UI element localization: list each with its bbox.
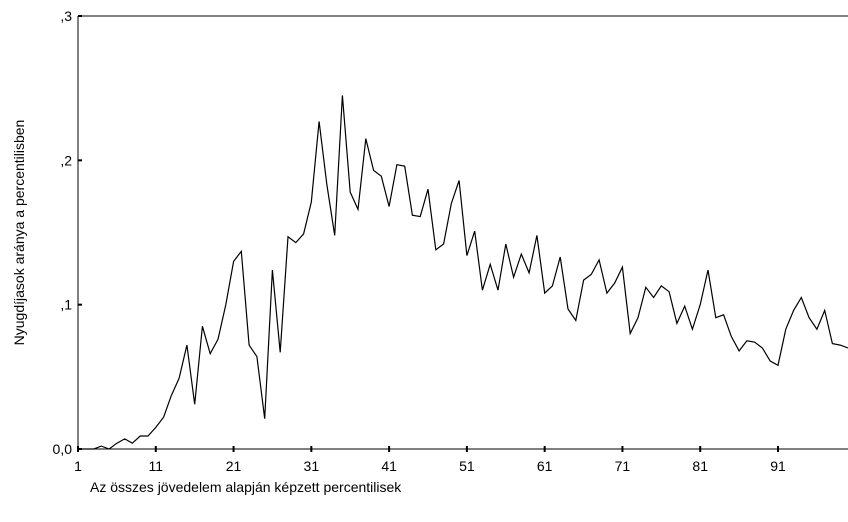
x-axis-title: Az összes jövedelem alapján képzett perc… xyxy=(90,479,402,495)
series-line xyxy=(78,95,848,450)
x-tick-label: 81 xyxy=(692,458,708,474)
y-tick-label: ,1 xyxy=(60,297,72,313)
y-axis-title: Nyugdíjasok aránya a percentilisben xyxy=(11,120,27,346)
y-tick-label: 0,0 xyxy=(53,441,73,457)
x-tick-label: 41 xyxy=(381,458,397,474)
x-tick-label: 91 xyxy=(770,458,786,474)
x-tick-label: 21 xyxy=(226,458,242,474)
y-tick-label: ,2 xyxy=(60,152,72,168)
x-tick-label: 1 xyxy=(74,458,82,474)
x-tick-label: 11 xyxy=(149,458,164,474)
x-tick-label: 61 xyxy=(537,458,553,474)
x-tick-label: 31 xyxy=(304,458,320,474)
x-axis-ticks: 1 11 21 31 41 51 61 71 81 91 xyxy=(74,446,786,474)
y-tick-label: ,3 xyxy=(60,8,72,24)
x-tick-label: 71 xyxy=(615,458,631,474)
x-tick-label: 51 xyxy=(459,458,475,474)
